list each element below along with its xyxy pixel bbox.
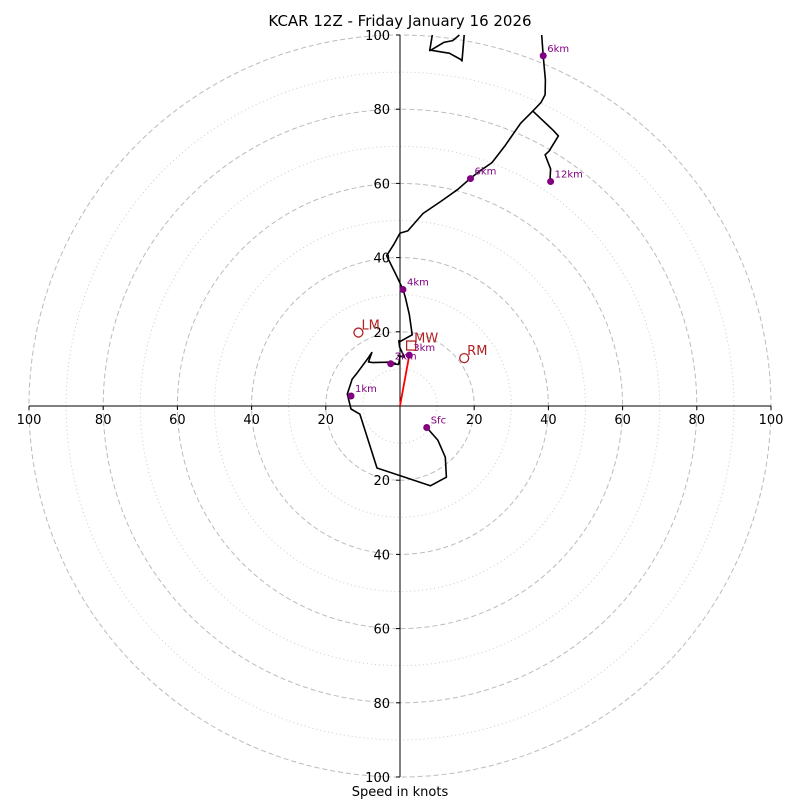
mean-wind-marker <box>405 340 417 351</box>
storm-motion-marker <box>353 327 364 338</box>
storm-motion-marker <box>459 352 470 364</box>
y-tick-label: 60 <box>373 623 390 638</box>
x-tick-label: 60 <box>614 413 631 428</box>
x-tick-label: 40 <box>243 413 260 428</box>
y-tick-label: 40 <box>373 548 390 563</box>
height-marker-label: 4km <box>407 278 429 289</box>
y-tick-label: 40 <box>373 252 390 267</box>
x-tick-label: 20 <box>466 413 483 428</box>
height-marker-dot <box>547 178 555 186</box>
y-tick-label: 60 <box>373 177 390 192</box>
x-axis-label: Speed in knots <box>352 785 449 800</box>
chart-title: KCAR 12Z - Friday January 16 2026 <box>268 12 531 30</box>
height-marker-dot <box>347 392 355 400</box>
height-marker-label: 6km <box>547 44 569 55</box>
height-marker-dot <box>423 424 431 432</box>
x-tick-label: 80 <box>95 413 112 428</box>
height-marker-dot <box>539 52 547 60</box>
y-tick-label: 80 <box>373 697 390 712</box>
storm-motion-label: RM <box>467 344 487 359</box>
x-tick-label: 80 <box>689 413 706 428</box>
height-marker-label: 3km <box>413 343 435 354</box>
y-tick-label: 100 <box>365 771 390 786</box>
height-marker-label: 6km <box>474 167 496 178</box>
x-tick-label: 100 <box>17 413 42 428</box>
tick-labels: 100 80 60 40 20 20 40 60 80 100 100 80 60 40 20 20 40 60 8… <box>17 29 784 786</box>
y-tick-label: 80 <box>373 103 390 118</box>
height-marker-dot <box>466 175 474 183</box>
height-marker-dot <box>387 360 395 368</box>
y-tick-label: 20 <box>373 326 390 341</box>
x-tick-label: 60 <box>169 413 186 428</box>
height-marker-dot <box>405 351 413 359</box>
height-marker-label: 12km <box>555 170 583 181</box>
hodograph-trace-hook <box>430 34 460 51</box>
storm-motion-markers: LM MW RM <box>353 319 487 364</box>
y-tick-label: 100 <box>365 29 390 44</box>
height-marker-label: 1km <box>355 384 377 395</box>
y-tick-label: 20 <box>373 474 390 489</box>
storm-motion-label: LM <box>361 319 379 334</box>
height-marker-dot <box>399 286 407 294</box>
x-tick-label: 40 <box>540 413 557 428</box>
height-marker-label: Sfc <box>431 416 446 427</box>
shear-vector <box>399 355 411 407</box>
hodograph-trace-upper <box>428 34 465 62</box>
height-marker-label: 2km <box>395 352 417 363</box>
x-tick-label: 100 <box>759 413 784 428</box>
hodograph-trace-high <box>532 110 560 182</box>
x-tick-label: 20 <box>318 413 335 428</box>
storm-motion-label: MW <box>414 332 438 347</box>
